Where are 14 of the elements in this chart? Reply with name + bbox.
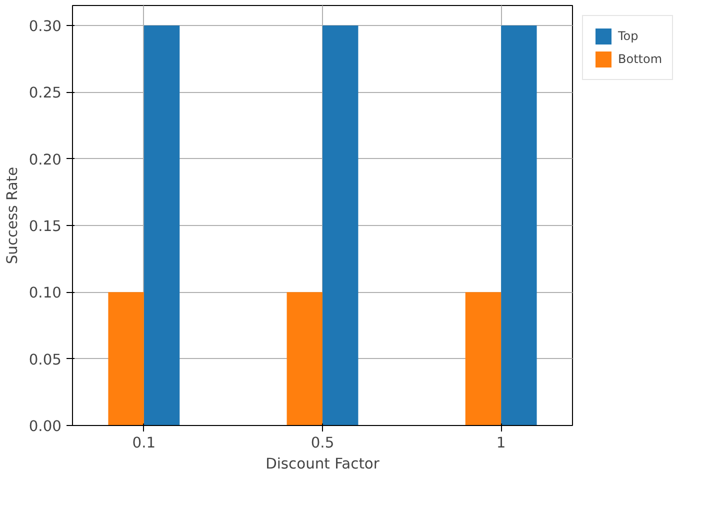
x-axis-title: Discount Factor [266, 456, 380, 472]
y-tick-label: 0.10 [28, 284, 62, 302]
legend-label: Top [618, 29, 638, 43]
y-axis-title: Success Rate [4, 166, 21, 264]
y-tick-label: 0.20 [28, 151, 62, 168]
legend-label: Bottom [618, 52, 662, 66]
x-tick-label: 0.5 [310, 434, 334, 452]
y-tick-label: 0.25 [28, 84, 62, 102]
y-tick-label: 0.15 [28, 218, 62, 235]
y-tick-label: 0.05 [28, 351, 62, 368]
y-tick-label: 0.30 [28, 18, 62, 35]
x-tick-label: 0.1 [132, 434, 156, 452]
x-tick-label: 1 [496, 434, 506, 452]
y-tick-label: 0.00 [28, 418, 62, 435]
